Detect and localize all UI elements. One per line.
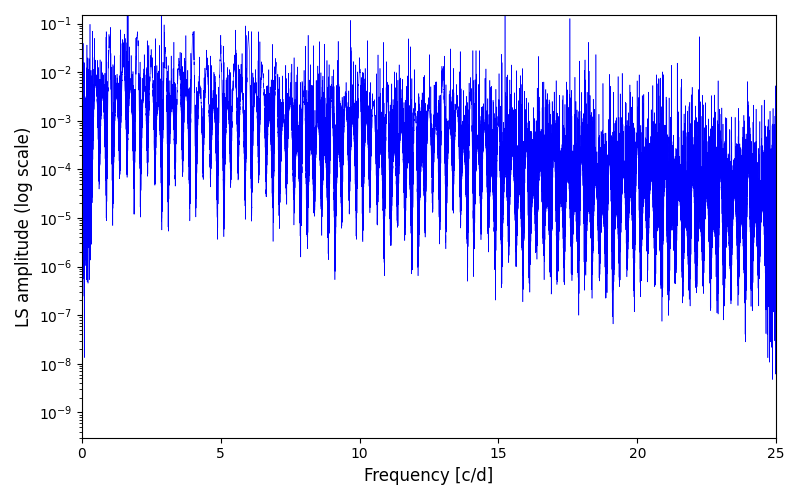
X-axis label: Frequency [c/d]: Frequency [c/d] <box>364 467 494 485</box>
Y-axis label: LS amplitude (log scale): LS amplitude (log scale) <box>15 126 33 326</box>
